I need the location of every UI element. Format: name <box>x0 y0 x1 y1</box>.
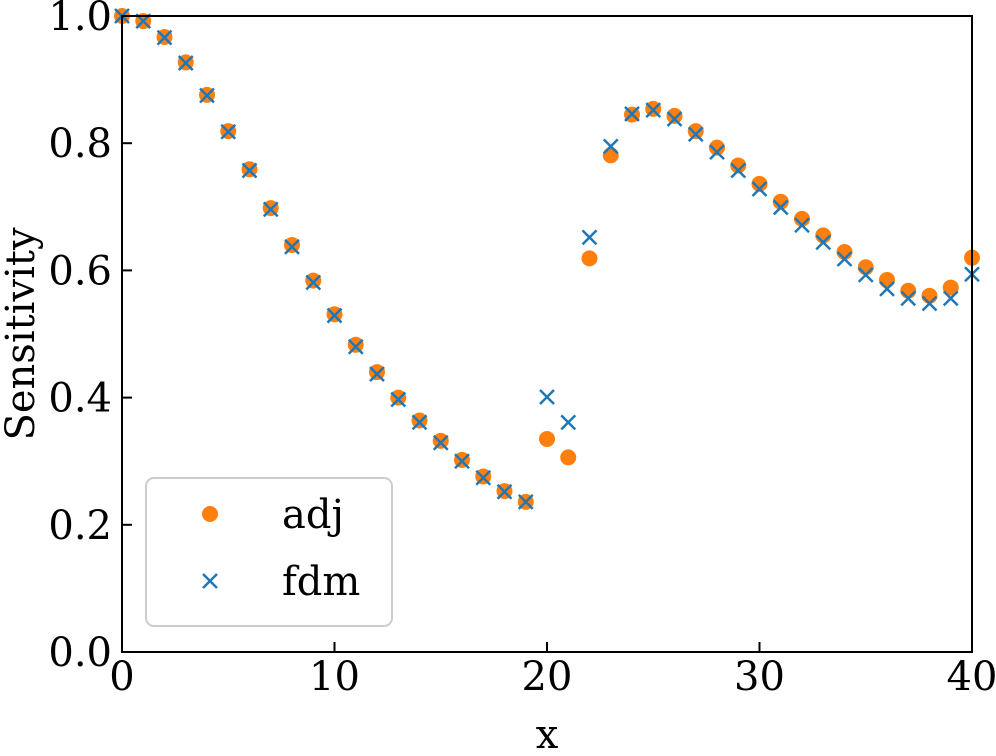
y-tick-label-3: 0.6 <box>48 248 112 294</box>
point-adj-29 <box>730 157 747 174</box>
x-tick-label-0: 0 <box>109 654 134 700</box>
point-fdm-36 <box>879 280 895 297</box>
point-fdm-20 <box>539 389 555 405</box>
point-fdm-18 <box>496 483 513 500</box>
point-fdm-24 <box>624 106 640 122</box>
point-adj-37 <box>900 282 917 299</box>
x-tick-label-4: 40 <box>947 654 996 700</box>
y-axis-label: Sensitivity <box>0 227 44 440</box>
legend-label-adj: adj <box>282 492 344 538</box>
legend: adj fdm <box>145 477 393 627</box>
point-fdm-6 <box>241 162 258 179</box>
point-fdm-37 <box>900 290 917 307</box>
point-fdm-15 <box>432 434 449 451</box>
legend-icon-adj <box>202 506 218 522</box>
point-fdm-12 <box>369 366 385 382</box>
data-points <box>114 8 980 510</box>
point-adj-26 <box>666 107 683 124</box>
x-tick-label-3: 30 <box>734 654 785 700</box>
point-fdm-35 <box>857 266 874 283</box>
point-fdm-17 <box>475 469 492 486</box>
y-tick-label-5: 1.0 <box>48 0 112 40</box>
point-fdm-26 <box>666 111 683 127</box>
x-tick-label-2: 20 <box>522 654 573 700</box>
legend-label-fdm: fdm <box>282 559 360 605</box>
point-fdm-16 <box>454 453 470 470</box>
point-adj-8 <box>284 236 300 253</box>
point-fdm-3 <box>177 55 194 71</box>
point-adj-39 <box>942 279 959 296</box>
point-fdm-39 <box>942 290 959 307</box>
x-tick-label-1: 10 <box>309 654 360 700</box>
point-fdm-2 <box>156 29 173 46</box>
legend-marker-fdm <box>202 573 218 589</box>
plot-frame <box>121 15 973 653</box>
point-fdm-10 <box>326 307 343 324</box>
point-adj-9 <box>305 272 322 289</box>
point-fdm-19 <box>517 494 534 510</box>
point-adj-31 <box>772 193 789 210</box>
point-adj-30 <box>751 175 768 192</box>
point-fdm-38 <box>921 295 938 312</box>
point-adj-12 <box>369 364 385 381</box>
point-fdm-5 <box>220 123 237 140</box>
point-adj-22 <box>581 250 598 267</box>
point-fdm-13 <box>390 391 407 408</box>
point-fdm-21 <box>560 414 577 431</box>
point-adj-27 <box>687 123 704 140</box>
point-fdm-28 <box>709 144 725 160</box>
y-tick-label-0: 0.0 <box>48 630 112 676</box>
point-fdm-25 <box>645 102 662 119</box>
point-adj-35 <box>857 259 874 276</box>
point-fdm-34 <box>836 251 853 267</box>
y-tick-label-2: 0.4 <box>48 376 112 422</box>
point-fdm-27 <box>687 126 704 143</box>
point-adj-15 <box>432 432 449 449</box>
y-tick-label-1: 0.2 <box>48 503 112 549</box>
axis-ticks: 0 10 20 30 40 0.0 0.2 0.4 0.6 0.8 1.0 <box>48 0 996 700</box>
point-adj-21 <box>560 449 577 466</box>
point-fdm-22 <box>581 229 598 246</box>
point-fdm-33 <box>815 234 832 251</box>
point-fdm-30 <box>751 181 768 197</box>
point-adj-14 <box>411 412 428 429</box>
x-axis-label: x <box>536 712 559 756</box>
point-adj-38 <box>921 287 938 304</box>
point-fdm-14 <box>411 414 428 431</box>
point-adj-28 <box>709 139 725 156</box>
legend-marker-adj <box>202 506 218 522</box>
point-fdm-9 <box>305 274 322 291</box>
point-fdm-29 <box>730 162 747 179</box>
point-fdm-4 <box>199 87 215 104</box>
point-fdm-8 <box>284 238 300 255</box>
point-adj-13 <box>390 389 407 406</box>
point-fdm-7 <box>262 201 279 218</box>
point-adj-36 <box>879 271 895 288</box>
point-fdm-11 <box>347 338 364 355</box>
point-fdm-31 <box>772 199 789 216</box>
legend-icon-fdm <box>202 573 218 589</box>
point-fdm-32 <box>794 217 810 234</box>
y-tick-label-4: 0.8 <box>48 121 112 167</box>
point-adj-11 <box>347 336 364 353</box>
point-adj-20 <box>539 430 555 447</box>
point-adj-23 <box>602 147 619 164</box>
point-fdm-23 <box>602 138 619 155</box>
